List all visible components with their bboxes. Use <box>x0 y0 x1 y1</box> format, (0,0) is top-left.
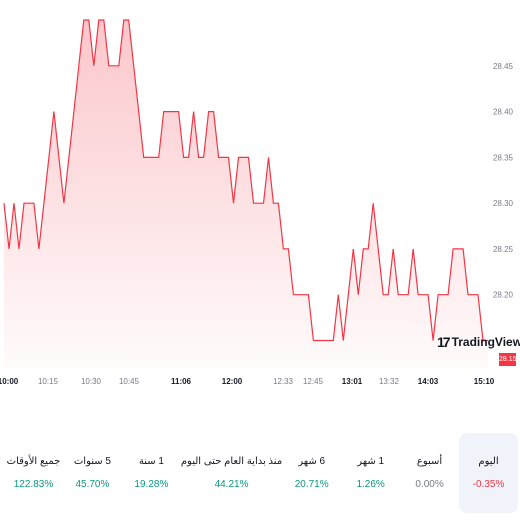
x-axis-tick-label: 10:45 <box>119 377 140 386</box>
period-change-value: 45.70% <box>75 479 110 490</box>
price-line <box>3 19 488 342</box>
period-tab[interactable]: 6 شهر 20.71% <box>282 433 341 513</box>
x-axis-tick-label: 12:33 <box>273 377 294 386</box>
period-tab[interactable]: اليوم 0.35%- <box>459 433 518 513</box>
price-area-fill <box>4 20 488 368</box>
period-tab[interactable]: منذ بداية العام حتى اليوم 44.21% <box>181 433 282 513</box>
x-axis-tick-label: 12:00 <box>222 377 243 386</box>
x-axis-tick-label: 12:45 <box>303 377 324 386</box>
y-axis-tick-label: 28.45 <box>493 62 514 71</box>
tradingview-logo-text: TradingView <box>451 335 520 349</box>
period-tab[interactable]: أسبوع 0.00% <box>400 433 459 513</box>
x-axis-tick-label: 10:00 <box>0 377 19 386</box>
last-price-label: 28.15 <box>499 353 517 366</box>
period-change-value: 20.71% <box>294 479 329 490</box>
period-change-value: 0.00% <box>415 479 444 490</box>
chart-svg[interactable]: 28.45 28.40 28.35 28.30 28.25 28.20 10:00 10:1… <box>0 0 520 400</box>
period-tab[interactable]: 1 شهر 1.26% <box>341 433 400 513</box>
period-label: اليوم <box>478 456 499 467</box>
period-change-value: 1.26% <box>356 479 385 490</box>
period-label: 1 سنة <box>138 456 164 467</box>
tradingview-logo: 17 TradingView <box>437 333 520 351</box>
y-axis-tick-label: 28.30 <box>493 199 514 208</box>
x-axis-tick-label: 10:15 <box>38 377 59 386</box>
y-axis-tick-label: 28.40 <box>493 108 514 117</box>
x-axis-tick-label: 10:30 <box>81 377 102 386</box>
period-tab[interactable]: 5 سنوات 45.70% <box>63 433 122 513</box>
period-change-value: 0.35%- <box>472 479 505 490</box>
period-label: 1 شهر <box>357 456 385 467</box>
x-axis-tick-label: 11:06 <box>171 377 192 386</box>
y-axis-tick-label: 28.35 <box>493 153 514 162</box>
period-label: 5 سنوات <box>73 456 111 467</box>
x-axis-tick-label: 13:32 <box>379 377 400 386</box>
period-tab[interactable]: جميع الأوقات 122.83% <box>4 433 63 513</box>
period-label: 6 شهر <box>298 456 326 467</box>
price-chart[interactable]: 28.45 28.40 28.35 28.30 28.25 28.20 10:00 10:1… <box>0 0 520 400</box>
performance-periods: اليوم 0.35%- أسبوع 0.00% 1 شهر 1.26% 6 شهر 20.7… <box>4 433 518 513</box>
period-tab[interactable]: 1 سنة 19.28% <box>122 433 181 513</box>
period-label: أسبوع <box>416 456 443 467</box>
period-label: جميع الأوقات <box>6 456 61 467</box>
y-axis-tick-label: 28.25 <box>493 245 514 254</box>
x-axis-tick-label: 14:03 <box>418 377 439 386</box>
period-change-value: 44.21% <box>214 479 249 490</box>
period-change-value: 122.83% <box>13 479 54 490</box>
period-label: منذ بداية العام حتى اليوم <box>180 456 283 467</box>
x-axis-tick-label: 15:10 <box>474 377 495 386</box>
y-axis-tick-label: 28.20 <box>493 291 514 300</box>
x-axis-tick-label: 13:01 <box>342 377 363 386</box>
tradingview-logo-mark-icon: 17 <box>437 334 451 350</box>
period-change-value: 19.28% <box>134 479 169 490</box>
